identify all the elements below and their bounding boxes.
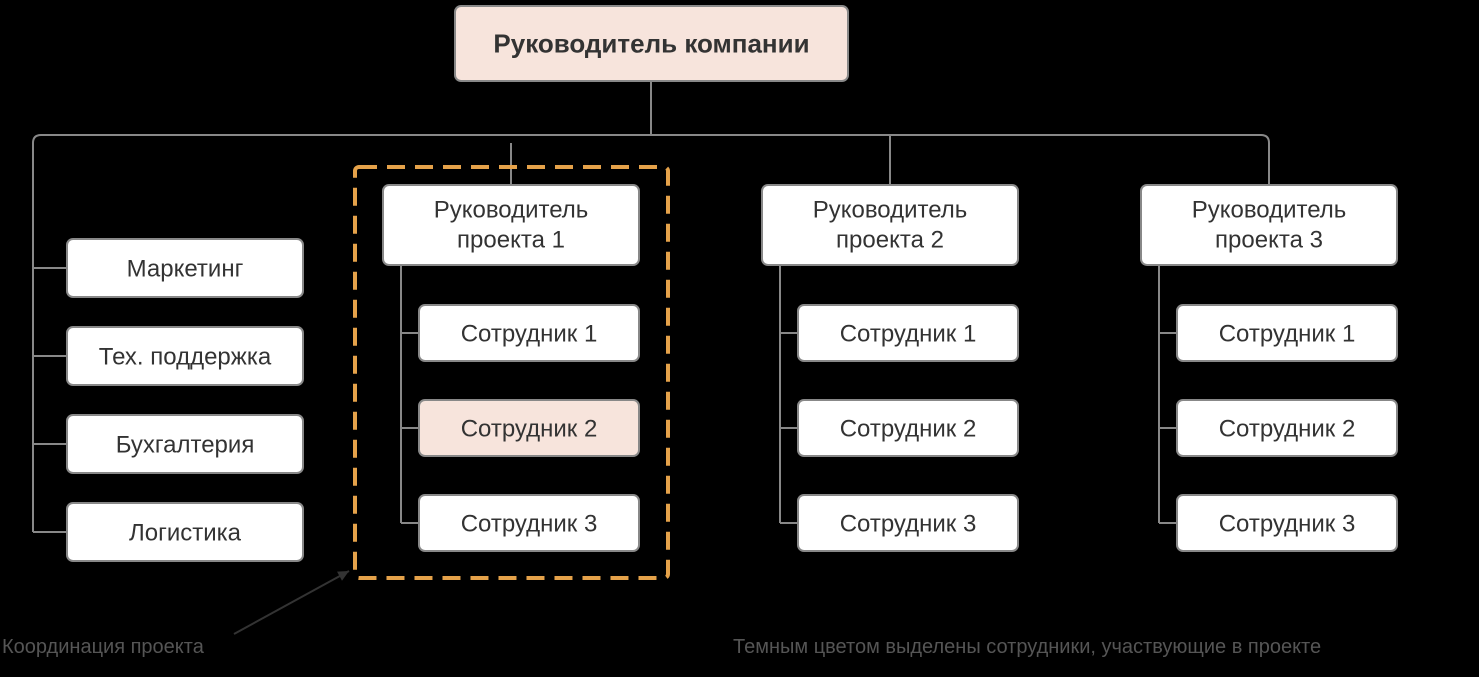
label-p2e3: Сотрудник 3 <box>840 510 977 537</box>
label-root: Руководитель компании <box>493 28 809 58</box>
coordination-arrow <box>234 571 349 634</box>
label-p1e2: Сотрудник 2 <box>461 415 598 442</box>
label-pm1-l2: проекта 1 <box>457 226 565 253</box>
label-p1e1: Сотрудник 1 <box>461 320 598 347</box>
label-p3e1: Сотрудник 1 <box>1219 320 1356 347</box>
label-dept3: Бухгалтерия <box>116 431 255 458</box>
label-pm3-l1: Руководитель <box>1192 196 1347 223</box>
label-pm1-l1: Руководитель <box>434 196 589 223</box>
label-dept4: Логистика <box>129 519 242 546</box>
label-p3e2: Сотрудник 2 <box>1219 415 1356 442</box>
label-dept2: Тех. поддержка <box>99 343 272 370</box>
edge-bus-left <box>33 135 651 143</box>
caption-coordination: Координация проекта <box>2 636 205 658</box>
label-p2e1: Сотрудник 1 <box>840 320 977 347</box>
label-pm2-l1: Руководитель <box>813 196 968 223</box>
label-pm2-l2: проекта 2 <box>836 226 944 253</box>
label-p1e3: Сотрудник 3 <box>461 510 598 537</box>
label-pm3-l2: проекта 3 <box>1215 226 1323 253</box>
caption-legend: Темным цветом выделены сотрудники, участ… <box>733 636 1321 658</box>
label-p3e3: Сотрудник 3 <box>1219 510 1356 537</box>
label-p2e2: Сотрудник 2 <box>840 415 977 442</box>
label-dept1: Маркетинг <box>127 255 244 282</box>
edge-bus-right <box>651 135 1269 143</box>
